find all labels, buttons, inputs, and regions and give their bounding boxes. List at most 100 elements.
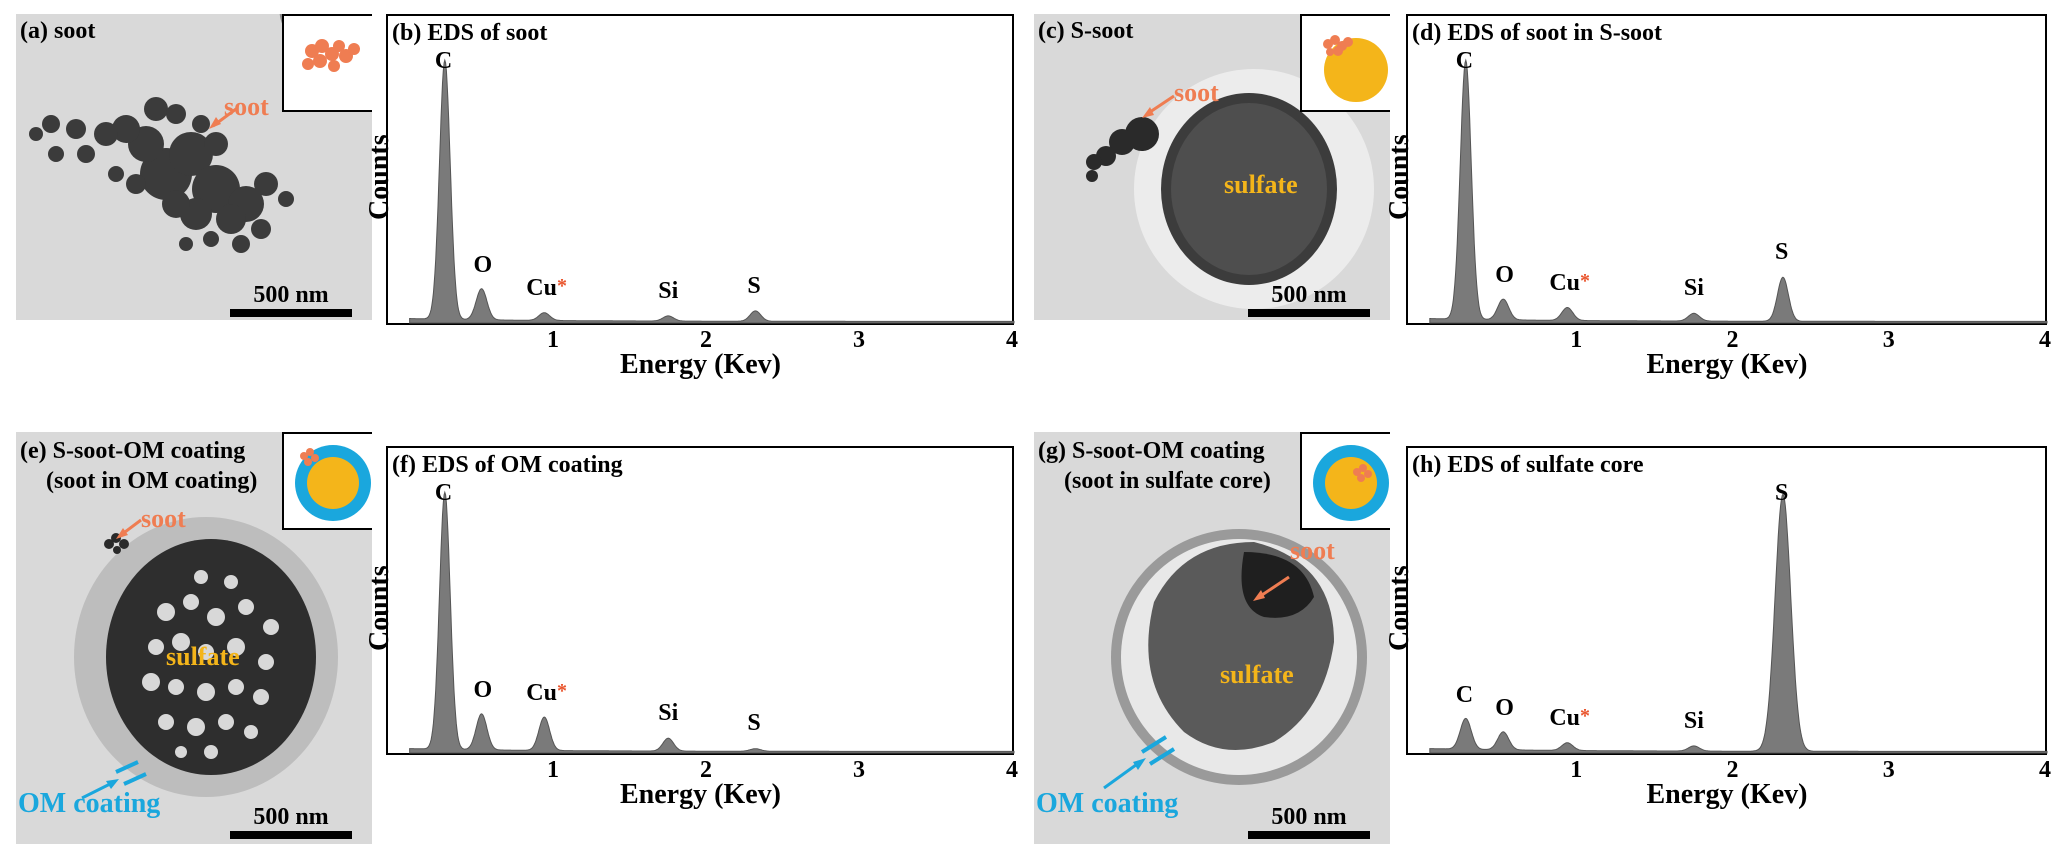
peak-label-si: Si	[658, 700, 679, 727]
x-tick-label: 3	[1882, 327, 1895, 353]
soot-annotation: soot	[1290, 536, 1335, 565]
scale-bar-line	[1248, 831, 1370, 839]
x-tick-label: 3	[1882, 757, 1895, 783]
x-tick-label: 2	[700, 757, 712, 783]
peak-label-o: O	[1495, 695, 1514, 721]
x-tick-label: 1	[1570, 327, 1583, 353]
x-tick-label: 1	[547, 327, 559, 353]
x-tick-label: 3	[853, 327, 865, 353]
soot-aggregate-image	[29, 14, 353, 253]
plot-area: (f) EDS of OM coating C O Cu* Si S	[386, 446, 1015, 755]
spectrum-plot	[1429, 493, 2048, 754]
x-tick-label: 4	[2039, 327, 2051, 353]
panel-c-schematic-inset	[1300, 14, 1390, 112]
spectrum-area	[409, 490, 1015, 754]
panel-e-tem-image: (e) S-soot-OM coating (soot in OM coatin…	[16, 432, 372, 844]
x-tick-label: 2	[1726, 327, 1739, 353]
chart-title: (d) EDS of soot in S-soot	[1412, 20, 1663, 46]
sulfate-annotation: sulfate	[1220, 660, 1294, 689]
peak-label-cu: Cu*	[526, 275, 567, 302]
peak-label-si: Si	[1683, 275, 1704, 302]
peak-label-s: S	[747, 710, 761, 737]
eds-chart-f: (f) EDS of OM coating C O Cu* Si S 1 2 3 4 Energy …	[364, 432, 1034, 860]
peak-label-c: C	[1455, 48, 1474, 74]
soot-annotation: soot	[141, 504, 186, 533]
x-tick-label: 1	[1570, 757, 1583, 783]
panel-g-tem-image: (g) S-soot-OM coating (soot in sulfate c…	[1034, 432, 1390, 844]
spectrum-plot	[409, 490, 1015, 754]
y-axis-label: Counts	[1384, 133, 1415, 220]
peak-label-o: O	[1495, 262, 1514, 289]
eds-chart-b: (b) EDS of soot C O Cu* Si S 1 2 3 4 Energy (Kev) C…	[364, 0, 1034, 430]
coated-particle-image	[1103, 529, 1367, 790]
plot-area: (h) EDS of sulfate core C O Cu* Si S	[1406, 446, 2048, 755]
scale-bar: 500 nm	[1248, 282, 1370, 317]
sulfate-annotation: sulfate	[1224, 170, 1298, 199]
peak-label-c: C	[434, 480, 453, 506]
panel-e-sublabel: (soot in OM coating)	[46, 468, 258, 494]
plot-area: (d) EDS of soot in S-soot C O Cu* Si S	[1406, 14, 2048, 325]
x-tick-label: 1	[547, 757, 559, 783]
spectrum-plot	[1429, 58, 2048, 324]
y-axis-label: Counts	[364, 133, 395, 220]
panel-g-schematic-inset	[1300, 432, 1390, 530]
x-axis-label: Energy (Kev)	[620, 349, 781, 380]
x-tick-label: 4	[2039, 757, 2051, 783]
scale-bar: 500 nm	[230, 804, 352, 839]
scale-bar-label: 500 nm	[253, 804, 329, 830]
panel-c-label: (c) S-soot	[1038, 18, 1134, 44]
scale-bar-line	[230, 309, 352, 317]
eds-chart-h: (h) EDS of sulfate core C O Cu* Si S 1 2 3 4 Energ…	[1384, 432, 2067, 860]
peak-label-si: Si	[658, 277, 679, 304]
sulfate-annotation: sulfate	[166, 642, 240, 671]
x-tick-label: 3	[853, 757, 865, 783]
x-axis-label: Energy (Kev)	[620, 779, 781, 810]
peak-label-c: C	[1455, 682, 1474, 709]
y-axis-label: Counts	[364, 564, 395, 651]
peak-label-s: S	[1774, 238, 1789, 265]
spectrum-plot	[409, 58, 1015, 324]
y-axis-label: Counts	[1384, 564, 1415, 651]
cu-contamination-marker: *	[556, 679, 567, 702]
spectrum-area	[1429, 58, 2048, 324]
spectrum-area	[1429, 493, 2048, 754]
soot-annotation: soot	[1174, 78, 1219, 107]
scale-bar: 500 nm	[230, 282, 352, 317]
peak-label-o: O	[473, 251, 493, 278]
peak-label-cu: Cu*	[526, 679, 567, 706]
panel-g-label: (g) S-soot-OM coating	[1038, 438, 1265, 464]
x-tick-label: 4	[1006, 327, 1018, 353]
x-tick-label: 2	[1726, 757, 1739, 783]
panel-c-tem-image: (c) S-soot soot sulfate 500 nm	[1034, 14, 1390, 320]
spectrum-area	[409, 58, 1015, 324]
chart-title: (h) EDS of sulfate core	[1412, 452, 1644, 478]
peak-label-o: O	[473, 677, 493, 704]
panel-e-schematic-inset	[282, 432, 372, 530]
scale-bar-label: 500 nm	[1271, 804, 1347, 830]
peak-label-c: C	[434, 48, 453, 74]
scale-bar-label: 500 nm	[253, 282, 329, 308]
cu-contamination-marker: *	[556, 275, 567, 298]
plot-area: (b) EDS of soot C O Cu* Si S	[386, 14, 1015, 325]
om-coating-annotation: OM coating	[18, 788, 161, 819]
chart-title: (b) EDS of soot	[392, 20, 548, 46]
cu-contamination-marker: *	[1580, 705, 1590, 728]
peak-label-s: S	[747, 272, 761, 299]
scale-bar-label: 500 nm	[1271, 282, 1347, 308]
x-axis-label: Energy (Kev)	[1646, 779, 1808, 810]
panel-a-schematic-inset	[282, 14, 372, 112]
peak-label-s: S	[1774, 480, 1789, 506]
coated-particle-image	[74, 517, 338, 800]
panel-a-label: (a) soot	[20, 18, 96, 44]
x-axis-label: Energy (Kev)	[1646, 349, 1808, 380]
peak-label-cu: Cu*	[1549, 705, 1590, 732]
panel-g-sublabel: (soot in sulfate core)	[1064, 468, 1271, 494]
scale-bar-line	[230, 831, 352, 839]
om-coating-annotation: OM coating	[1036, 788, 1179, 819]
peak-label-cu: Cu*	[1549, 270, 1590, 297]
soot-annotation: soot	[224, 92, 269, 121]
sulfate-particle-image	[1086, 69, 1374, 309]
panel-a-tem-image: (a) soot soot 500 nm	[16, 14, 372, 320]
peak-label-si: Si	[1683, 707, 1704, 734]
scale-bar-line	[1248, 309, 1370, 317]
